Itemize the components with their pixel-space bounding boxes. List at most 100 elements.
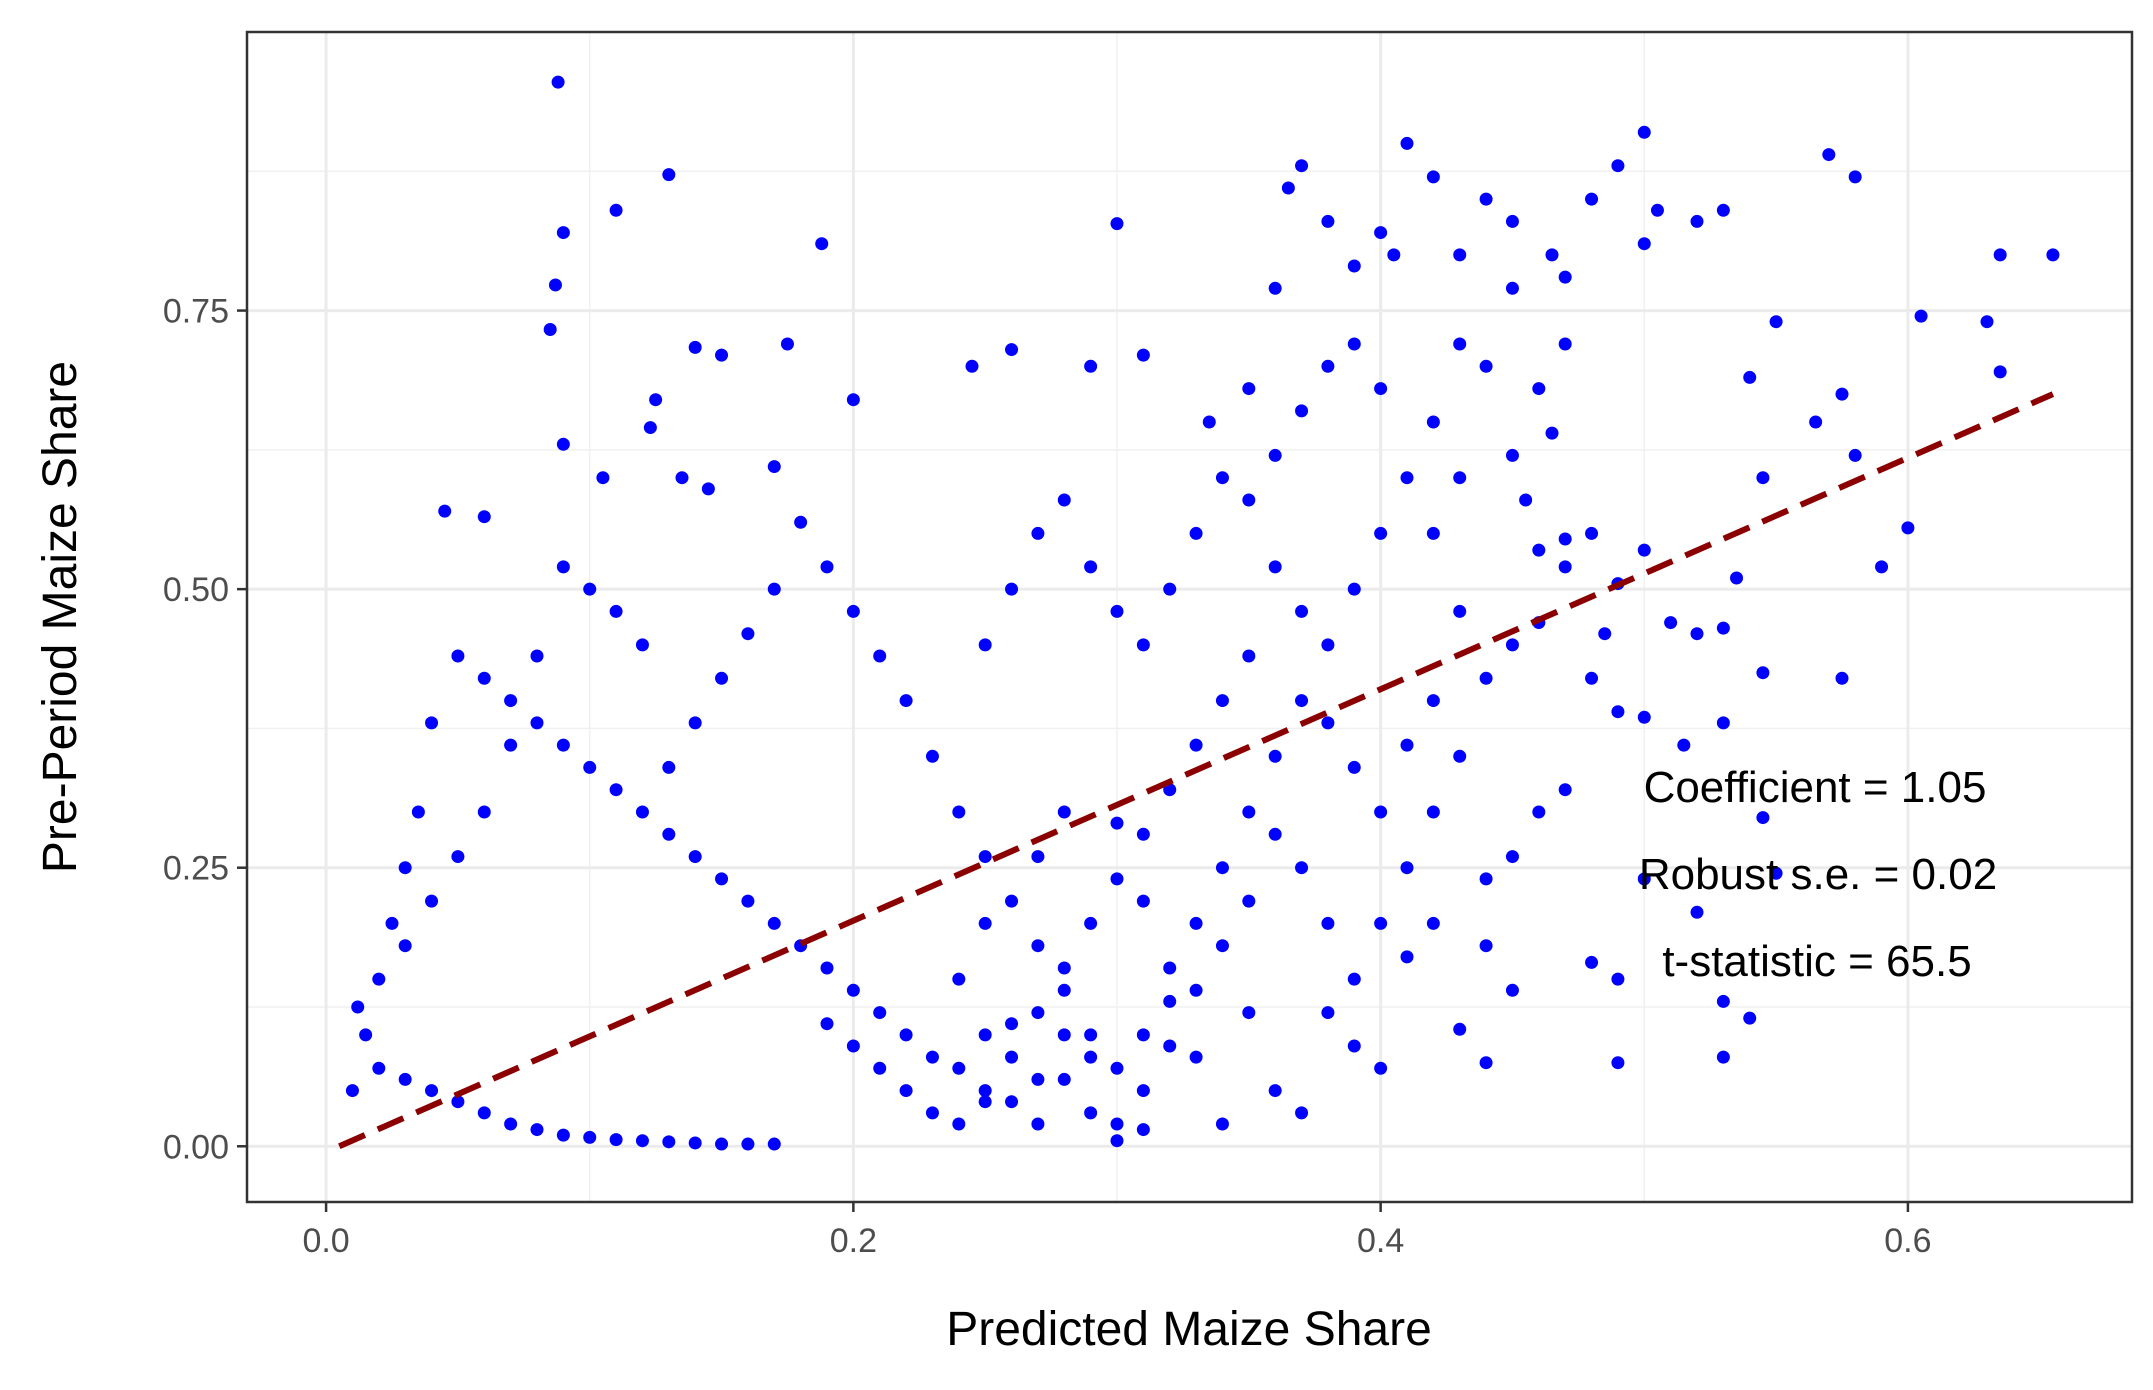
scatter-point — [1202, 415, 1216, 429]
scatter-point — [1637, 710, 1651, 724]
scatter-point — [662, 168, 676, 182]
scatter-point — [1110, 217, 1124, 231]
scatter-point — [1479, 671, 1493, 685]
scatter-point — [688, 1136, 702, 1150]
scatter-point — [1242, 1006, 1256, 1020]
scatter-point — [345, 1084, 359, 1098]
scatter-point — [1242, 649, 1256, 663]
scatter-point — [438, 504, 452, 518]
scatter-point — [1057, 493, 1071, 507]
scatter-point — [1110, 1134, 1124, 1148]
scatter-point — [978, 1028, 992, 1042]
scatter-point — [1057, 1028, 1071, 1042]
scatter-point — [451, 649, 465, 663]
scatter-point — [1809, 415, 1823, 429]
scatter-point — [1558, 270, 1572, 284]
scatter-point — [556, 437, 570, 451]
scatter-point — [1690, 905, 1704, 919]
scatter-point — [1005, 1095, 1019, 1109]
scatter-point — [1453, 471, 1467, 485]
x-tick-label: 0.0 — [302, 1222, 349, 1260]
scatter-point — [1453, 248, 1467, 262]
plot-panel-border — [245, 30, 2134, 1204]
scatter-point — [1110, 1117, 1124, 1131]
x-tick-label: 0.6 — [1884, 1222, 1931, 1260]
scatter-point — [1242, 805, 1256, 819]
scatter-point — [952, 1117, 966, 1131]
scatter-point — [609, 1133, 623, 1147]
scatter-point — [1189, 1050, 1203, 1064]
scatter-point — [425, 716, 439, 730]
scatter-point — [1835, 387, 1849, 401]
scatter-point — [530, 649, 544, 663]
scatter-point — [1637, 543, 1651, 557]
scatter-point — [688, 340, 702, 354]
scatter-point — [1716, 203, 1730, 217]
scatter-point — [1084, 1028, 1098, 1042]
scatter-point — [1347, 337, 1361, 351]
scatter-point — [1031, 526, 1045, 540]
scatter-point — [548, 278, 562, 292]
scatter-point — [1690, 214, 1704, 228]
scatter-point — [1611, 705, 1625, 719]
scatter-point — [1110, 604, 1124, 618]
regression-fit-line — [338, 391, 2055, 1150]
y-tick-label: 0.00 — [163, 1128, 229, 1166]
scatter-point — [1545, 248, 1559, 262]
scatter-point — [1479, 872, 1493, 886]
scatter-point — [1215, 861, 1229, 875]
scatter-point — [649, 393, 663, 407]
scatter-point — [1743, 370, 1757, 384]
scatter-point — [1321, 359, 1335, 373]
scatter-point — [1031, 1006, 1045, 1020]
points-layer — [345, 75, 2060, 1151]
scatter-point — [1505, 638, 1519, 652]
scatter-point — [1268, 827, 1282, 841]
scatter-point — [978, 850, 992, 864]
scatter-point — [1005, 343, 1019, 357]
scatter-point — [477, 671, 491, 685]
scatter-point — [1347, 760, 1361, 774]
scatter-point — [1426, 805, 1440, 819]
grid-major — [247, 32, 2132, 1202]
scatter-point — [1268, 560, 1282, 574]
scatter-point — [1453, 1022, 1467, 1036]
scatter-point — [1993, 248, 2007, 262]
scatter-point — [477, 510, 491, 524]
scatter-point — [662, 827, 676, 841]
scatter-point — [815, 237, 829, 251]
scatter-point — [1585, 955, 1599, 969]
scatter-point — [715, 671, 729, 685]
scatter-point — [1347, 1039, 1361, 1053]
scatter-point — [1163, 961, 1177, 975]
scatter-point — [1479, 939, 1493, 953]
scatter-point — [1980, 315, 1994, 329]
scatter-point — [873, 1061, 887, 1075]
scatter-point — [899, 1028, 913, 1042]
scatter-point — [1005, 894, 1019, 908]
scatter-point — [1611, 972, 1625, 986]
scatter-point — [398, 939, 412, 953]
scatter-point — [1189, 738, 1203, 752]
scatter-point — [978, 916, 992, 930]
scatter-point — [965, 359, 979, 373]
scatter-point — [1558, 532, 1572, 546]
scatter-point — [925, 1050, 939, 1064]
scatter-point — [1084, 560, 1098, 574]
scatter-point — [1611, 159, 1625, 173]
scatter-point — [1374, 805, 1388, 819]
scatter-point — [1426, 916, 1440, 930]
scatter-point — [1321, 214, 1335, 228]
scatter-point — [1585, 192, 1599, 206]
scatter-point — [1136, 1084, 1150, 1098]
scatter-point — [1545, 426, 1559, 440]
scatter-point — [978, 638, 992, 652]
scatter-point — [635, 1134, 649, 1148]
scatter-point — [1295, 604, 1309, 618]
scatter-point — [1136, 894, 1150, 908]
scatter-point — [1664, 616, 1678, 630]
scatter-point — [1400, 738, 1414, 752]
scatter-point — [1215, 694, 1229, 708]
scatter-point — [398, 1072, 412, 1086]
scatter-point — [1730, 571, 1744, 585]
